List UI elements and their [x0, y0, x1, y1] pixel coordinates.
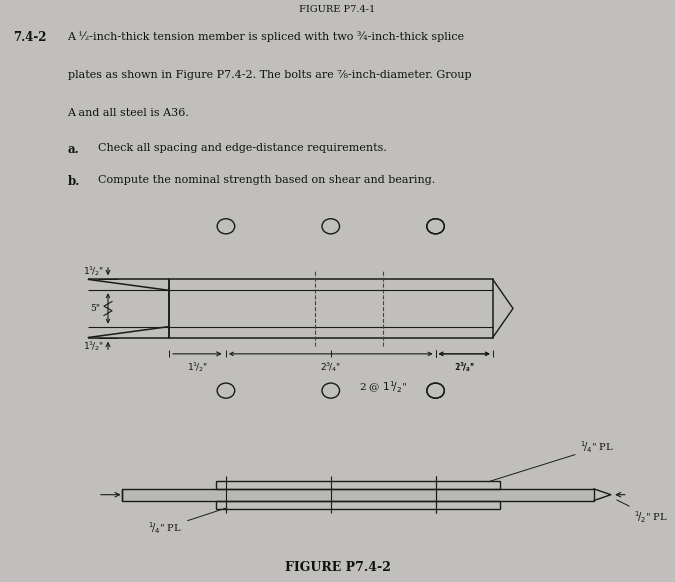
Text: $2^{3}\!/_{4}$": $2^{3}\!/_{4}$" [320, 360, 342, 374]
Text: A and all steel is A36.: A and all steel is A36. [68, 108, 190, 118]
Text: plates as shown in Figure P7.4-2. The bolts are ⅞-inch-diameter. Group: plates as shown in Figure P7.4-2. The bo… [68, 70, 471, 80]
Bar [169, 279, 493, 338]
Text: 2 @ $1^{1}\!/_{2}$": 2 @ $1^{1}\!/_{2}$" [359, 380, 407, 395]
Text: $^{1}\!/_{4}$" PL: $^{1}\!/_{4}$" PL [148, 508, 227, 536]
Text: A ½-inch-thick tension member is spliced with two ¾-inch-thick splice: A ½-inch-thick tension member is spliced… [68, 31, 464, 42]
Text: $1^{1}\!/_{2}$": $1^{1}\!/_{2}$" [84, 339, 105, 353]
Text: $2^{3}\!/_{4}$": $2^{3}\!/_{4}$" [454, 360, 475, 374]
Text: FIGURE P7.4-1: FIGURE P7.4-1 [300, 5, 375, 14]
Text: Compute the nominal strength based on shear and bearing.: Compute the nominal strength based on sh… [98, 175, 435, 184]
Bar [122, 489, 594, 501]
Text: $1^{1}\!/_{2}$": $1^{1}\!/_{2}$" [454, 360, 475, 374]
Text: b.: b. [68, 175, 80, 187]
Text: $^{1}\!/_{2}$" PL: $^{1}\!/_{2}$" PL [617, 500, 668, 525]
Text: FIGURE P7.4-2: FIGURE P7.4-2 [285, 561, 390, 574]
Text: $1^{1}\!/_{2}$": $1^{1}\!/_{2}$" [187, 360, 208, 374]
Text: 5": 5" [90, 304, 100, 313]
Text: Check all spacing and edge-distance requirements.: Check all spacing and edge-distance requ… [98, 143, 387, 153]
Text: 7.4-2: 7.4-2 [14, 31, 47, 44]
Text: $^{1}\!/_{4}$" PL: $^{1}\!/_{4}$" PL [489, 440, 614, 482]
Bar [216, 481, 500, 489]
Bar [216, 501, 500, 509]
Text: a.: a. [68, 143, 79, 156]
Text: $1^{1}\!/_{2}$": $1^{1}\!/_{2}$" [84, 264, 105, 278]
